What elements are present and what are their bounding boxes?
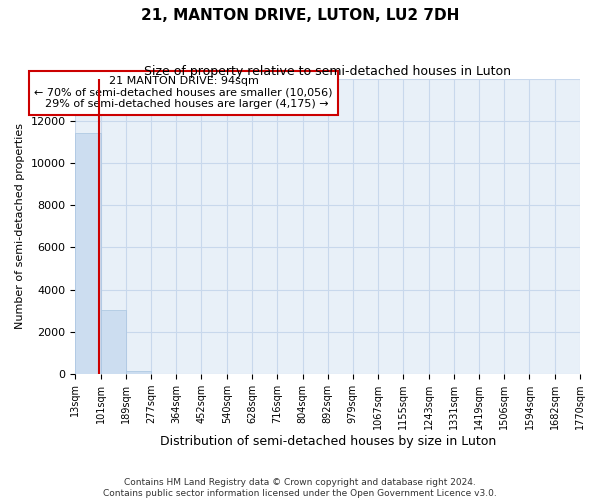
Y-axis label: Number of semi-detached properties: Number of semi-detached properties	[15, 124, 25, 330]
Bar	[76, 133, 101, 374]
Text: Contains HM Land Registry data © Crown copyright and database right 2024.
Contai: Contains HM Land Registry data © Crown c…	[103, 478, 497, 498]
X-axis label: Distribution of semi-detached houses by size in Luton: Distribution of semi-detached houses by …	[160, 434, 496, 448]
Text: 21, MANTON DRIVE, LUTON, LU2 7DH: 21, MANTON DRIVE, LUTON, LU2 7DH	[141, 8, 459, 22]
Bar	[126, 370, 151, 374]
Text: 21 MANTON DRIVE: 94sqm  
← 70% of semi-detached houses are smaller (10,056)
  29: 21 MANTON DRIVE: 94sqm ← 70% of semi-det…	[34, 76, 333, 110]
Title: Size of property relative to semi-detached houses in Luton: Size of property relative to semi-detach…	[144, 65, 511, 78]
Bar	[101, 310, 126, 374]
